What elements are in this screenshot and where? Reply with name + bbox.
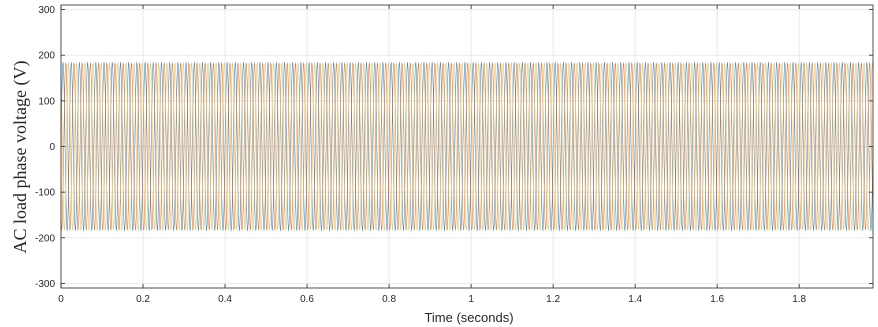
x-axis-ticks: 0 0.2 0.4 0.6 0.8 1 1.2 1.4 1.6 1.8 xyxy=(58,5,807,305)
x-tick-label: 0.8 xyxy=(382,294,396,305)
series-line-phase-3 xyxy=(60,62,874,231)
x-tick-label: 1.8 xyxy=(792,294,806,305)
y-tick-label: -300 xyxy=(35,279,55,290)
y-tick-label: -200 xyxy=(35,233,55,244)
x-tick-label: 1.2 xyxy=(546,294,560,305)
x-tick-label: 1 xyxy=(468,294,474,305)
y-tick-label: 300 xyxy=(38,5,55,16)
y-axis-ticks: -300 -200 -100 0 100 200 300 xyxy=(35,5,873,290)
y-axis-label: AC load phase voltage (V) xyxy=(10,61,31,254)
x-axis-label: Time (seconds) xyxy=(424,310,513,325)
x-tick-label: 0.2 xyxy=(136,294,150,305)
y-tick-label: 0 xyxy=(49,142,55,153)
series-line-phase-1 xyxy=(60,62,874,231)
x-tick-label: 0.4 xyxy=(218,294,232,305)
x-tick-label: 0.6 xyxy=(300,294,314,305)
x-tick-label: 1.4 xyxy=(628,294,642,305)
y-tick-label: 100 xyxy=(38,96,55,107)
x-tick-label: 0 xyxy=(58,294,64,305)
x-tick-label: 1.6 xyxy=(710,294,724,305)
y-tick-label: -100 xyxy=(35,188,55,199)
series-line-phase-2 xyxy=(60,62,874,231)
series-layer xyxy=(60,62,874,231)
y-tick-label: 200 xyxy=(38,51,55,62)
